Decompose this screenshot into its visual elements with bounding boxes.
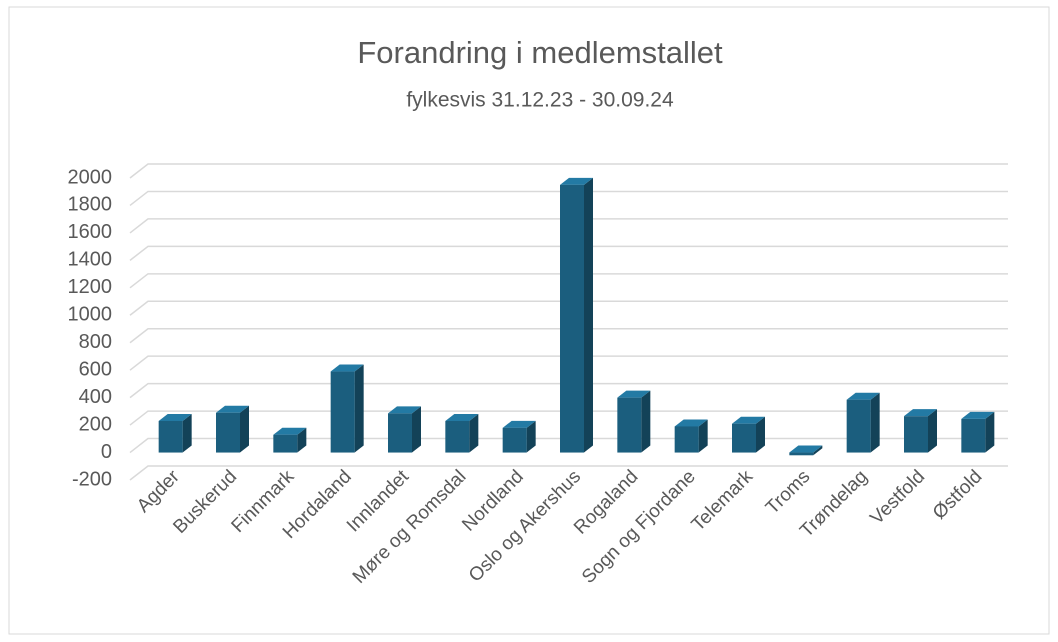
grid-line [129,355,1008,371]
y-tick-label: 800 [79,331,112,353]
bar-top [502,420,536,428]
bar-side [240,405,249,453]
y-tick-label: 1400 [68,249,113,271]
bar-side [297,427,307,453]
bar-top [789,445,823,453]
bar [158,420,183,453]
grid-line [129,465,1008,481]
bar [216,412,240,453]
y-tick-label: 1600 [68,221,113,243]
grid-line [129,410,1008,426]
grid-line [129,300,1008,316]
y-tick-label: 1000 [68,304,113,326]
y-tick-label: 200 [79,413,112,435]
bar-top [388,406,421,414]
bar-side [584,177,593,453]
chart-title: Forandring i medlemstallet [357,35,723,70]
chart-subtitle: fylkesvis 31.12.23 - 30.09.24 [406,89,674,112]
bar [617,397,642,453]
bar-top [273,427,307,435]
grid-line [129,163,1008,179]
grid-line [129,327,1008,344]
bar-side [412,406,421,453]
bar-side [870,392,880,453]
bar-top [216,405,249,413]
bar-top [330,364,364,372]
bar [560,184,584,453]
y-tick-label: 2000 [68,166,113,188]
grid-line [129,437,1008,454]
y-tick-label: 600 [79,358,112,380]
bar-side [641,390,651,453]
bar-top [732,416,765,424]
grid-line [129,190,1008,207]
bar-top [617,390,651,398]
bar-side [985,411,995,453]
bar-top [846,392,880,400]
bar-side [928,409,937,453]
bar-side [756,416,765,453]
bar-top [445,413,479,421]
bar-side [182,413,192,453]
grid-line [129,218,1008,234]
bar-top [560,177,593,185]
bar-side [698,419,708,453]
bar-side [526,420,536,453]
bar [388,413,412,453]
bar-top [158,413,192,421]
y-tick-label: 1800 [68,194,113,216]
bar [330,371,355,453]
bar-side [354,364,364,453]
chart-border [8,6,1050,635]
bar [502,427,527,453]
grid-line [129,245,1008,261]
bar [961,418,986,453]
grid-line [129,382,1008,399]
y-tick-label: -200 [72,468,112,490]
y-tick-label: 400 [79,386,112,408]
bar [846,399,871,453]
bar [789,452,814,456]
bar [732,423,756,453]
bar-top [961,411,995,419]
bar-top [674,419,708,427]
bar [273,434,298,453]
grid-line [129,273,1008,289]
bar-top [904,409,937,417]
bar-side [469,413,479,453]
y-tick-label: 0 [101,441,112,463]
bar [445,420,470,453]
bar-side [813,445,823,456]
bar [674,426,699,453]
y-tick-label: 1200 [68,276,113,298]
bar [904,416,928,453]
